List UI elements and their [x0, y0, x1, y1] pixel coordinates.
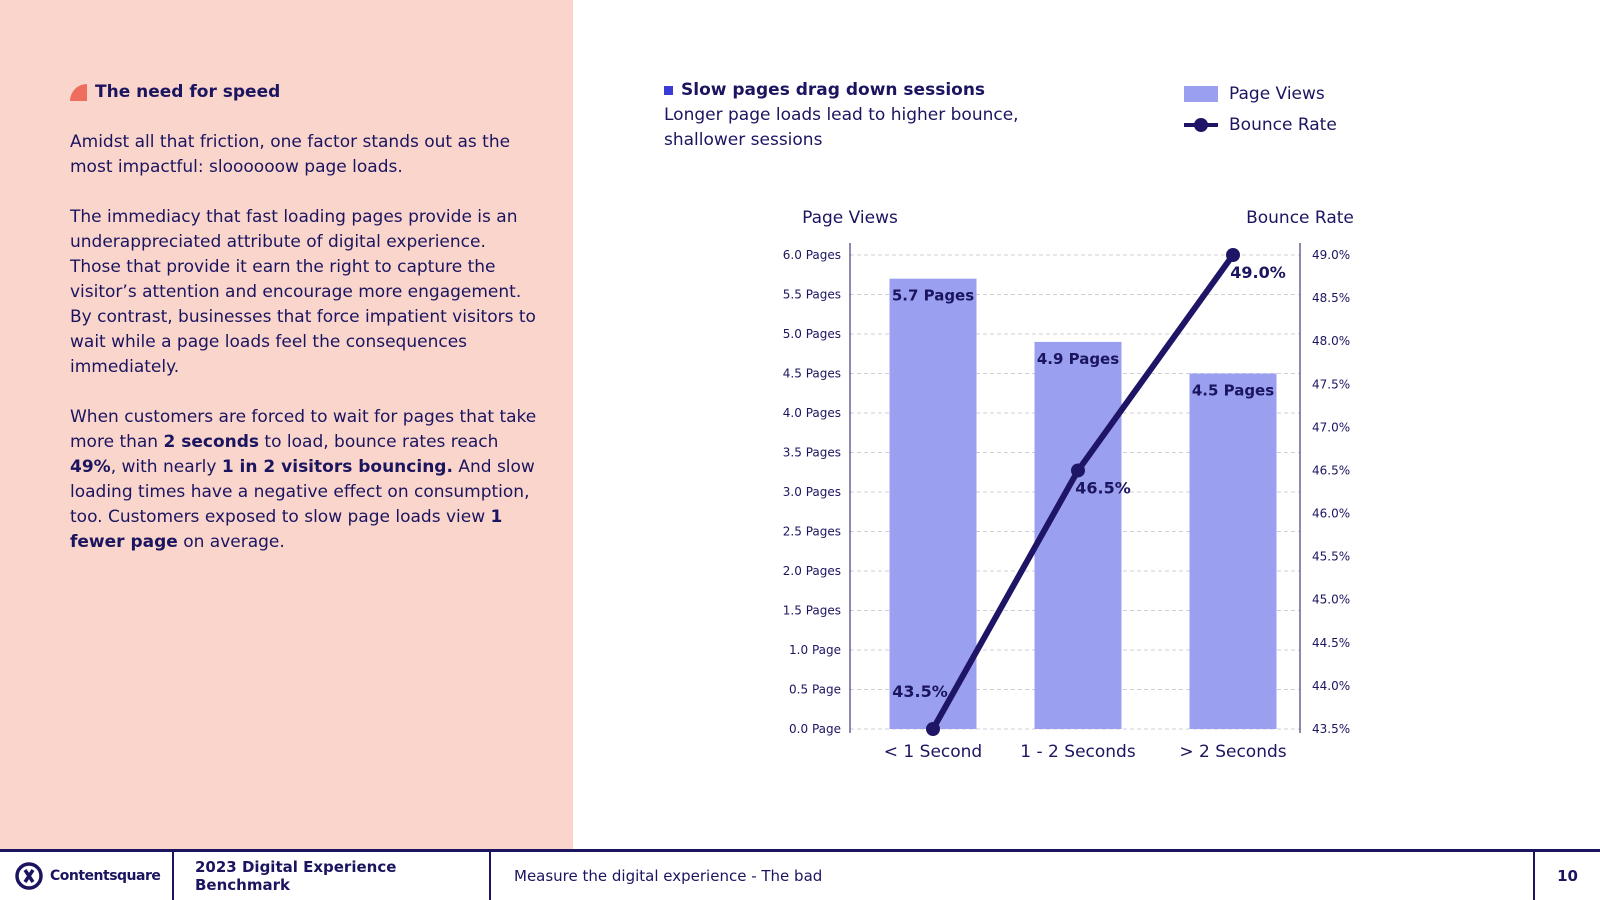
left-axis-tick-label: 3.5 Pages [783, 446, 841, 460]
line-data-label: 46.5% [1075, 478, 1131, 497]
right-axis-tick-label: 45.0% [1312, 593, 1350, 607]
right-axis-title: Bounce Rate [1246, 208, 1354, 228]
chart-subtitle: Longer page loads lead to higher bounce,… [664, 105, 1019, 150]
line-swatch-icon [1184, 117, 1218, 133]
footer-section-title: Measure the digital experience - The bad [514, 867, 823, 885]
footer: Contentsquare 2023 Digital Experience Be… [0, 849, 1600, 900]
contentsquare-logo-icon [15, 862, 43, 890]
paragraph-1: Amidst all that friction, one factor sta… [70, 132, 511, 177]
left-axis-tick-label: 3.0 Pages [783, 485, 841, 499]
right-axis-tick-label: 44.0% [1312, 679, 1350, 693]
category-label: > 2 Seconds [1179, 742, 1286, 762]
right-axis-tick-label: 49.0% [1312, 248, 1350, 262]
line-data-label: 49.0% [1230, 263, 1286, 282]
left-axis-tick-label: 4.0 Pages [783, 406, 841, 420]
right-axis-tick-label: 48.5% [1312, 291, 1350, 305]
bounce-rate-point [1226, 248, 1240, 262]
left-axis-tick-label: 1.0 Page [789, 643, 841, 657]
right-axis-tick-label: 45.5% [1312, 550, 1350, 564]
bar-data-label: 5.7 Pages [892, 287, 974, 305]
left-axis-tick-label: 5.5 Pages [783, 288, 841, 302]
right-axis-tick-label: 47.5% [1312, 377, 1350, 391]
left-axis-tick-label: 6.0 Pages [783, 248, 841, 262]
chart-title-text: Slow pages drag down sessions [681, 80, 986, 100]
bar [889, 278, 977, 729]
category-label: < 1 Second [884, 742, 982, 762]
combo-chart: 0.0 Page 0.5 Page 1.0 Page 1.5 Pages 2.0 Pag… [783, 208, 1354, 762]
section-title: The need for speed [70, 82, 280, 102]
quarter-circle-icon [70, 83, 87, 101]
page-number: 10 [1533, 852, 1600, 900]
paragraph-3: When customers are forced to wait for pa… [70, 405, 540, 555]
left-axis-tick-label: 0.0 Page [789, 722, 841, 736]
p3-bold-4: 1 fewer page [70, 507, 503, 552]
left-axis-tick-label: 2.5 Pages [783, 525, 841, 539]
right-axis-tick-label: 46.0% [1312, 507, 1350, 521]
section-title-text: The need for speed [95, 82, 281, 102]
line-data-label: 43.5% [892, 682, 948, 701]
footer-logo: Contentsquare [0, 852, 174, 900]
legend-item-page-views: Page Views [1184, 78, 1337, 109]
p3-text-2: to load, bounce rates reach [259, 432, 499, 452]
left-axis-tick-label: 4.5 Pages [783, 367, 841, 381]
paragraph-2: The immediacy that fast loading pages pr… [70, 207, 536, 377]
bar [1189, 373, 1277, 729]
brand-name: Contentsquare [50, 868, 161, 884]
p3-bold-2: 49% [70, 457, 111, 477]
right-axis-tick-label: 44.5% [1312, 636, 1350, 650]
right-axis-tick-label: 48.0% [1312, 334, 1350, 348]
bounce-rate-point [926, 722, 940, 736]
chart-legend: Page Views Bounce Rate [1184, 78, 1337, 140]
left-panel [0, 0, 573, 849]
p3-text-5: on average. [177, 532, 285, 552]
p3-text-3: , with nearly [110, 457, 222, 477]
legend-item-bounce-rate: Bounce Rate [1184, 109, 1337, 140]
p3-bold-1: 2 seconds [163, 432, 260, 452]
chart-title: Slow pages drag down sessions [664, 80, 985, 100]
p3-bold-3: 1 in 2 visitors bouncing. [221, 457, 453, 477]
square-bullet-icon [664, 85, 673, 95]
bar-swatch-icon [1184, 85, 1218, 102]
legend-label-bounce-rate: Bounce Rate [1229, 114, 1337, 135]
category-label: 1 - 2 Seconds [1020, 742, 1136, 762]
left-axis-tick-label: 5.0 Pages [783, 327, 841, 341]
legend-label-page-views: Page Views [1229, 83, 1325, 104]
right-axis-tick-label: 43.5% [1312, 722, 1350, 736]
bar-data-label: 4.9 Pages [1037, 350, 1119, 368]
left-axis-tick-label: 1.5 Pages [783, 604, 841, 618]
p3-text-1: When customers are forced to wait for pa… [70, 407, 537, 452]
right-axis-tick-label: 46.5% [1312, 463, 1350, 477]
bar [1034, 341, 1122, 729]
left-axis-tick-label: 0.5 Page [789, 683, 841, 697]
left-axis-title: Page Views [802, 208, 898, 228]
body-text: Amidst all that friction, one factor sta… [70, 130, 540, 580]
right-axis-tick-label: 47.0% [1312, 420, 1350, 434]
left-axis-tick-label: 2.0 Pages [783, 564, 841, 578]
p3-text-4: And slow loading times have a negative e… [70, 457, 535, 527]
footer-report-title: 2023 Digital Experience Benchmark [174, 852, 491, 900]
bar-data-label: 4.5 Pages [1192, 382, 1274, 400]
bounce-rate-point [1071, 463, 1085, 478]
